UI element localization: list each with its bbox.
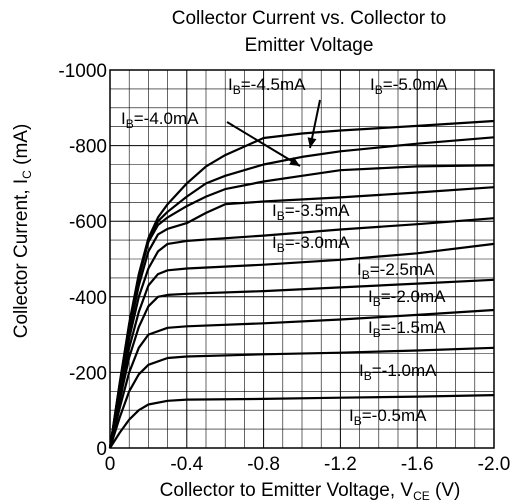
x-tick-label: -2.0 bbox=[478, 454, 511, 475]
label-arrows bbox=[226, 99, 321, 167]
x-tick-label: -1.6 bbox=[401, 454, 434, 475]
curve-label: IB=-0.5mA bbox=[349, 406, 427, 428]
plot-frame bbox=[109, 69, 495, 449]
arrow-ib-4.5 bbox=[307, 99, 321, 149]
curve-ib1.5ma bbox=[108, 308, 495, 449]
curve-labels: IB=-0.5mA IB=-1.0mA IB=-1.5mA IB=-2.0mA IB=-… bbox=[121, 75, 448, 428]
chart-title-line1: Collector Current vs. Collector to bbox=[172, 8, 447, 29]
x-tick-label: 0 bbox=[105, 454, 116, 475]
y-tick-label: -400 bbox=[69, 288, 107, 309]
y-tick-label: -600 bbox=[69, 212, 107, 233]
x-tick-label: -0.8 bbox=[247, 454, 280, 475]
curve-label: IB=-1.0mA bbox=[359, 361, 437, 383]
curve-ib2.0ma bbox=[108, 278, 495, 449]
y-tick-label: -1000 bbox=[58, 61, 107, 82]
curve-ib1.0ma bbox=[108, 346, 495, 449]
curve-label: IB=-3.5mA bbox=[272, 201, 350, 223]
curve-label: IB=-4.5mA bbox=[228, 75, 306, 97]
y-tick-label: -200 bbox=[69, 363, 107, 384]
x-tick-label: -0.4 bbox=[170, 454, 203, 475]
curve-ib5.0ma bbox=[108, 119, 495, 449]
curve-ib3.0ma bbox=[108, 217, 495, 449]
y-tick-label: 0 bbox=[96, 439, 107, 460]
x-axis-label: Collector to Emitter Voltage, VCE (V) bbox=[160, 480, 461, 503]
curve-ib2.5ma bbox=[108, 242, 495, 449]
curves bbox=[108, 119, 495, 449]
curve-label: IB=-5.0mA bbox=[370, 75, 448, 97]
x-tick-label: -1.2 bbox=[324, 454, 357, 475]
y-tick-label: -800 bbox=[69, 137, 107, 158]
chart-title-line2: Emitter Voltage bbox=[245, 35, 374, 56]
curve-label: IB=-3.0mA bbox=[272, 233, 350, 255]
arrow-ib-4.0 bbox=[226, 121, 301, 167]
curve-label: IB=-1.5mA bbox=[368, 318, 446, 340]
curve-label: IB=-2.5mA bbox=[357, 260, 435, 282]
y-axis-label: Collector Current, IC (mA) bbox=[11, 124, 34, 339]
curve-ib0.5ma bbox=[109, 394, 495, 449]
tick-labels: 0 -0.4 -0.8 -1.2 -1.6 -2.0 0 -200 -400 -600 -800 -1… bbox=[58, 61, 510, 475]
curve-label: IB=-2.0mA bbox=[368, 287, 446, 309]
curve-label: IB=-4.0mA bbox=[121, 109, 199, 131]
